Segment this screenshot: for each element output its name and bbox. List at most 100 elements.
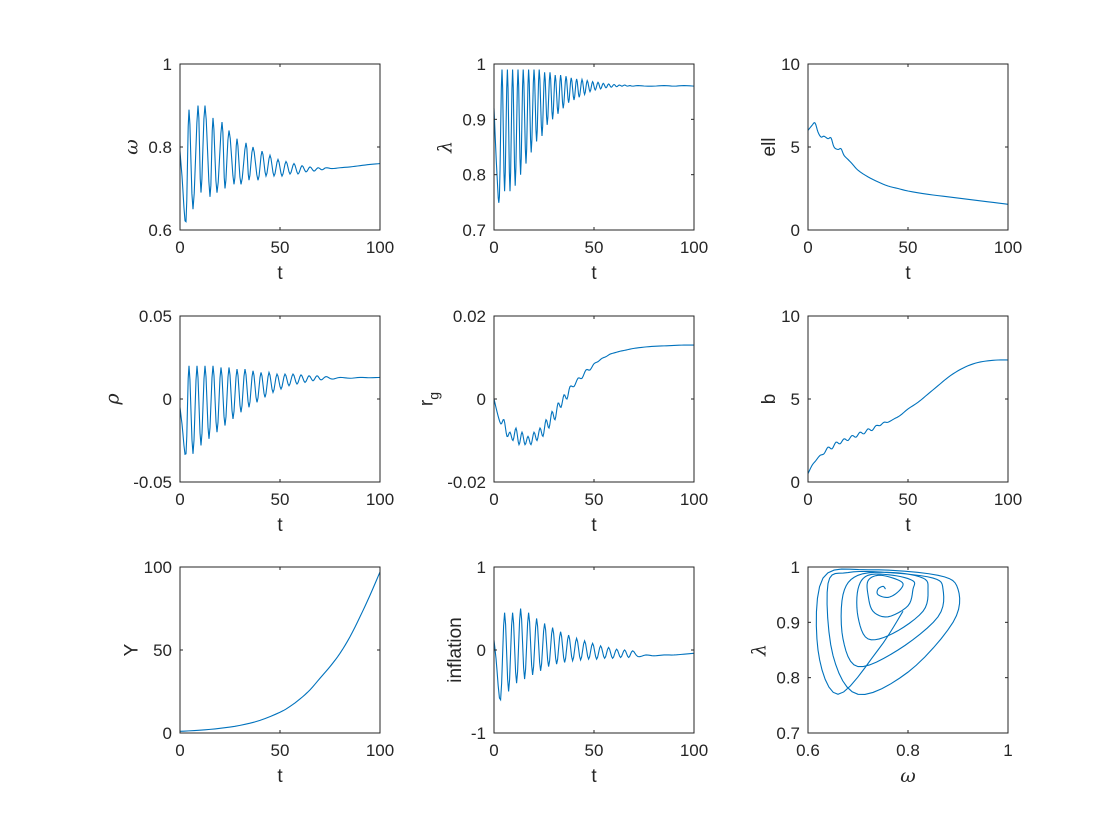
x-tick-label: 0 bbox=[489, 238, 498, 257]
x-tick-label: 0.6 bbox=[796, 741, 820, 760]
y-tick-label: 50 bbox=[153, 641, 172, 660]
y-axis-label: ell bbox=[759, 137, 780, 156]
x-axis-label: t bbox=[905, 263, 911, 284]
x-tick-label: 50 bbox=[271, 490, 290, 509]
y-axis-label-group: inflation bbox=[445, 617, 466, 683]
y-tick-label: 0.05 bbox=[139, 307, 172, 326]
subplot-Y: 0 50 100 0 50 100 t Y bbox=[122, 558, 395, 787]
x-axis-label: t bbox=[277, 766, 283, 787]
x-tick-label: 0 bbox=[175, 741, 184, 760]
x-tick-label: 0.8 bbox=[896, 741, 920, 760]
x-tick-label: 100 bbox=[680, 490, 708, 509]
y-tick-label: 0.7 bbox=[462, 221, 486, 240]
axes-box-omega bbox=[179, 63, 381, 231]
x-tick-label: 0 bbox=[175, 490, 184, 509]
x-tick-label: 50 bbox=[585, 741, 604, 760]
series-line-rho bbox=[179, 365, 381, 456]
x-axis-label: t bbox=[591, 515, 597, 536]
x-tick-label: 100 bbox=[366, 238, 394, 257]
y-axis-label-group: ρ bbox=[102, 393, 124, 406]
y-axis-label: λ bbox=[435, 141, 457, 154]
y-tick-label: 0.9 bbox=[776, 613, 800, 632]
y-axis-label: ρ bbox=[102, 393, 124, 406]
x-tick-label: 100 bbox=[366, 490, 394, 509]
x-tick-label: 50 bbox=[899, 490, 918, 509]
axes-box-rho bbox=[179, 315, 381, 483]
series-line-omega bbox=[179, 105, 381, 223]
x-tick-label: 0 bbox=[175, 238, 184, 257]
x-tick-label: 100 bbox=[680, 238, 708, 257]
y-tick-label: 5 bbox=[791, 390, 800, 409]
y-axis-label-group: b bbox=[759, 394, 780, 405]
axes-box-phase bbox=[807, 566, 1009, 734]
y-tick-label: 1 bbox=[477, 55, 486, 74]
subplot-lambda: 0 50 100 0.7 0.8 0.9 1 t λ bbox=[435, 55, 709, 284]
series-line-phase bbox=[815, 568, 961, 695]
y-axis-label-subscript: g bbox=[426, 392, 442, 400]
axes-box-Y bbox=[179, 566, 381, 734]
y-tick-label: 0.02 bbox=[453, 307, 486, 326]
subplot-b: 0 50 100 0 5 10 t b bbox=[759, 307, 1022, 536]
y-tick-label: 0.9 bbox=[462, 110, 486, 129]
x-tick-label: 100 bbox=[366, 741, 394, 760]
axes-box-rg bbox=[493, 315, 695, 483]
x-tick-label: 1 bbox=[1003, 741, 1012, 760]
y-tick-label: -0.05 bbox=[133, 473, 172, 492]
y-axis-label: rg bbox=[417, 392, 442, 406]
y-tick-label: 0 bbox=[791, 221, 800, 240]
x-tick-label: 50 bbox=[899, 238, 918, 257]
x-tick-label: 0 bbox=[803, 238, 812, 257]
axes-box-b bbox=[807, 315, 1009, 483]
x-tick-label: 100 bbox=[994, 238, 1022, 257]
y-tick-label: -0.02 bbox=[447, 473, 486, 492]
y-tick-label: 0 bbox=[163, 724, 172, 743]
y-axis-label: b bbox=[759, 394, 780, 405]
x-axis-label: t bbox=[591, 263, 597, 284]
y-tick-label: 10 bbox=[781, 307, 800, 326]
y-tick-label: 1 bbox=[791, 558, 800, 577]
y-axis-label: ω bbox=[121, 139, 143, 155]
y-axis-label-group: Y bbox=[122, 643, 143, 656]
y-axis-label-group: λ bbox=[435, 141, 457, 154]
x-axis-label: ω bbox=[900, 765, 916, 787]
x-tick-label: 0 bbox=[803, 490, 812, 509]
subplot-omega: 0 50 100 0.6 0.8 1 t ω bbox=[121, 55, 395, 284]
y-tick-label: 5 bbox=[791, 138, 800, 157]
x-tick-label: 50 bbox=[271, 238, 290, 257]
x-tick-label: 0 bbox=[489, 741, 498, 760]
subplot-ell: 0 50 100 0 5 10 t ell bbox=[759, 55, 1022, 284]
series-line-ell bbox=[807, 122, 1009, 205]
x-tick-label: 50 bbox=[271, 741, 290, 760]
y-tick-label: 0.8 bbox=[776, 669, 800, 688]
x-axis-label: t bbox=[591, 766, 597, 787]
y-tick-label: 1 bbox=[163, 55, 172, 74]
y-axis-label-group: ω bbox=[121, 139, 143, 155]
series-line-rg bbox=[493, 344, 695, 447]
y-tick-label: -1 bbox=[471, 724, 486, 743]
y-axis-label-group: ell bbox=[759, 137, 780, 156]
x-axis-label: t bbox=[277, 515, 283, 536]
y-tick-label: 0 bbox=[477, 641, 486, 660]
series-line-b bbox=[807, 359, 1009, 474]
y-axis-label-group: rg bbox=[417, 392, 442, 406]
y-tick-label: 0 bbox=[477, 390, 486, 409]
series-line-inflation bbox=[493, 608, 695, 702]
y-tick-label: 10 bbox=[781, 55, 800, 74]
y-axis-label-group: λ bbox=[749, 644, 771, 657]
x-tick-label: 0 bbox=[489, 490, 498, 509]
x-axis-label: t bbox=[277, 263, 283, 284]
y-tick-label: 0 bbox=[791, 473, 800, 492]
y-tick-label: 0.7 bbox=[776, 724, 800, 743]
y-tick-label: 1 bbox=[477, 558, 486, 577]
y-tick-label: 0.8 bbox=[148, 138, 172, 157]
x-tick-label: 50 bbox=[585, 490, 604, 509]
y-tick-label: 0.6 bbox=[148, 221, 172, 240]
series-line-lambda bbox=[493, 69, 695, 203]
x-axis-label: t bbox=[905, 515, 911, 536]
y-axis-label: λ bbox=[749, 644, 771, 657]
y-tick-label: 0 bbox=[163, 390, 172, 409]
